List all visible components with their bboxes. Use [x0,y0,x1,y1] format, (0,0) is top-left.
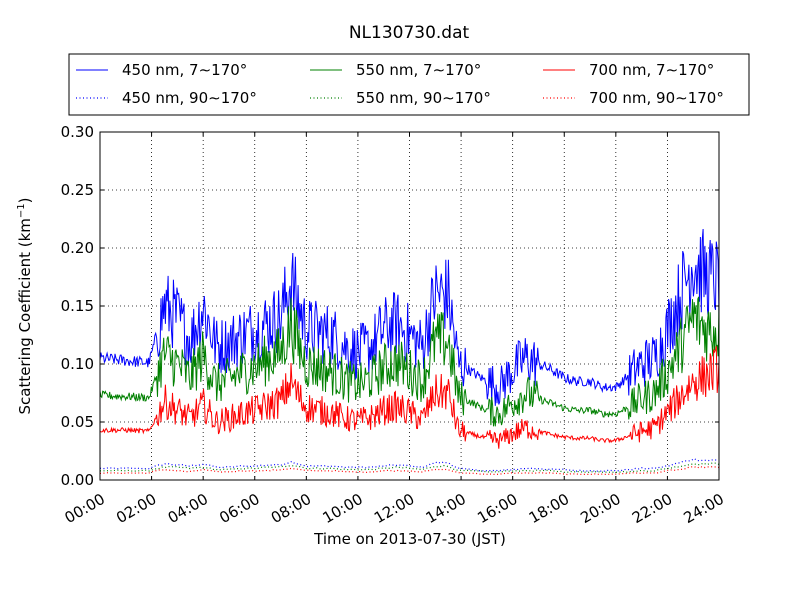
plot-area [99,131,720,481]
chart-title: NL130730.dat [349,23,470,43]
y-axis-label-main: Scattering Coefficient (km [16,218,34,414]
ticks [99,131,720,481]
legend-label: 550 nm, 90∼170° [356,89,491,107]
y-axis-label-sup: −1 [16,203,27,218]
legend: 450 nm, 7∼170° 450 nm, 90∼170° 550 nm, 7∼1… [68,53,750,116]
series-line [99,296,720,427]
y-axis-label: Scattering Coefficient (km−1) [16,197,34,414]
legend-entries: 450 nm, 7∼170° 450 nm, 90∼170° 550 nm, 7∼1… [76,61,724,107]
y-tick-label: 0.30 [61,123,94,141]
y-tick-label: 0.05 [61,413,94,431]
y-tick-label: 0.15 [61,297,94,315]
legend-label: 700 nm, 90∼170° [589,89,724,107]
series-line [99,465,720,476]
legend-label: 550 nm, 7∼170° [356,61,481,79]
legend-label: 450 nm, 7∼170° [122,61,247,79]
x-axis-label: Time on 2013-07-30 (JST) [313,530,506,548]
y-tick-label: 0.00 [61,471,94,489]
y-tick-label: 0.20 [61,239,94,257]
y-tick-label: 0.25 [61,181,94,199]
legend-frame [68,53,750,116]
legend-label: 450 nm, 90∼170° [122,89,257,107]
series-line [99,457,720,472]
series-line [99,462,720,473]
y-tick-label: 0.10 [61,355,94,373]
legend-label: 700 nm, 7∼170° [589,61,714,79]
series-line [99,228,720,406]
y-axis-label-end: ) [16,197,34,203]
series-line [99,345,720,449]
series-layer [99,228,720,476]
y-tick-labels: 0.00 0.05 0.10 0.15 0.20 0.25 0.30 [61,123,94,489]
